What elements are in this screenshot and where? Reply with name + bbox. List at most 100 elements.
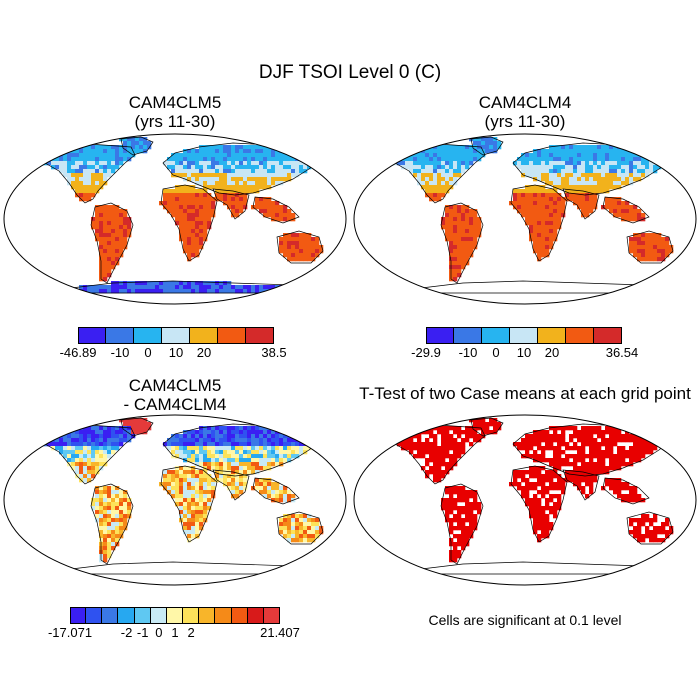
grid-cell	[625, 426, 630, 431]
grid-cell	[247, 181, 252, 186]
grid-cell	[533, 225, 538, 230]
grid-cell	[115, 237, 120, 242]
grid-cell	[115, 249, 120, 254]
grid-cell	[191, 197, 196, 202]
grid-cell	[67, 450, 72, 455]
grid-cell	[267, 462, 272, 467]
grid-cell	[143, 418, 148, 423]
grid-cell	[633, 213, 638, 218]
grid-cell	[231, 426, 236, 431]
grid-cell	[597, 434, 602, 439]
grid-cell	[561, 173, 566, 178]
grid-cell	[437, 458, 442, 463]
grid-cell	[219, 478, 224, 483]
grid-cell	[179, 169, 184, 174]
grid-cell	[195, 157, 200, 162]
grid-cell	[207, 478, 212, 483]
grid-cell	[91, 217, 96, 222]
grid-cell	[267, 153, 272, 158]
grid-cell	[445, 149, 450, 154]
grid-cell	[271, 446, 276, 451]
grid-cell	[179, 438, 184, 443]
grid-cell	[99, 157, 104, 162]
grid-cell	[585, 470, 590, 475]
grid-cell	[557, 462, 562, 467]
colorbar-label: 0	[144, 345, 152, 360]
grid-cell	[581, 145, 586, 150]
grid-cell	[441, 165, 446, 170]
grid-cell	[565, 470, 570, 475]
grid-cell	[457, 153, 462, 158]
grid-cell	[99, 249, 104, 254]
grid-cell	[469, 522, 474, 527]
grid-cell	[637, 257, 642, 262]
grid-cell	[597, 185, 602, 190]
grid-cell	[597, 466, 602, 471]
grid-cell	[195, 494, 200, 499]
grid-cell	[143, 149, 148, 154]
grid-cell	[401, 153, 406, 158]
grid-cell	[175, 201, 180, 206]
grid-cell	[131, 141, 136, 146]
grid-cell	[653, 237, 658, 242]
grid-cell	[223, 458, 228, 463]
grid-cell	[453, 438, 458, 443]
grid-cell	[417, 446, 422, 451]
grid-cell	[219, 470, 224, 475]
grid-cell	[649, 538, 654, 543]
grid-cell	[589, 193, 594, 198]
grid-cell	[465, 498, 470, 503]
grid-cell	[279, 217, 284, 222]
grid-cell	[625, 181, 630, 186]
map-border	[353, 414, 697, 586]
grid-cell	[55, 145, 60, 150]
grid-cell	[247, 450, 252, 455]
grid-cell	[175, 474, 180, 479]
grid-cell	[171, 446, 176, 451]
grid-cell	[561, 426, 566, 431]
grid-cell	[179, 486, 184, 491]
grid-cell	[633, 237, 638, 242]
grid-cell	[115, 434, 120, 439]
grid-cell	[179, 446, 184, 451]
grid-cell	[589, 153, 594, 158]
grid-cell	[199, 446, 204, 451]
grid-cell	[533, 450, 538, 455]
grid-cell	[111, 518, 116, 523]
grid-cell	[573, 169, 578, 174]
grid-cell	[605, 165, 610, 170]
grid-cell	[473, 149, 478, 154]
grid-cell	[291, 454, 296, 459]
grid-cell	[47, 153, 52, 158]
grid-cell	[429, 153, 434, 158]
grid-cell	[91, 462, 96, 467]
grid-cell	[465, 438, 470, 443]
grid-cell	[203, 502, 208, 507]
grid-cell	[425, 177, 430, 182]
colorbar-swatch	[215, 607, 232, 624]
grid-cell	[179, 233, 184, 238]
grid-cell	[425, 446, 430, 451]
grid-cell	[251, 165, 256, 170]
grid-cell	[545, 189, 550, 194]
grid-cell	[307, 153, 312, 158]
colorbar-label: 1	[171, 625, 179, 640]
grid-cell	[541, 486, 546, 491]
grid-cell	[609, 209, 614, 214]
grid-cell	[95, 434, 100, 439]
grid-cell	[637, 438, 642, 443]
grid-cell	[107, 229, 112, 234]
grid-cell	[477, 153, 482, 158]
grid-cell	[429, 169, 434, 174]
grid-cell	[303, 153, 308, 158]
grid-cell	[457, 169, 462, 174]
grid-cell	[585, 482, 590, 487]
grid-cell	[79, 153, 84, 158]
colorbar-swatch	[426, 327, 454, 344]
grid-cell	[183, 161, 188, 166]
grid-cell	[533, 486, 538, 491]
grid-cell	[243, 458, 248, 463]
grid-cell	[469, 526, 474, 531]
grid-cell	[549, 486, 554, 491]
grid-cell	[593, 153, 598, 158]
